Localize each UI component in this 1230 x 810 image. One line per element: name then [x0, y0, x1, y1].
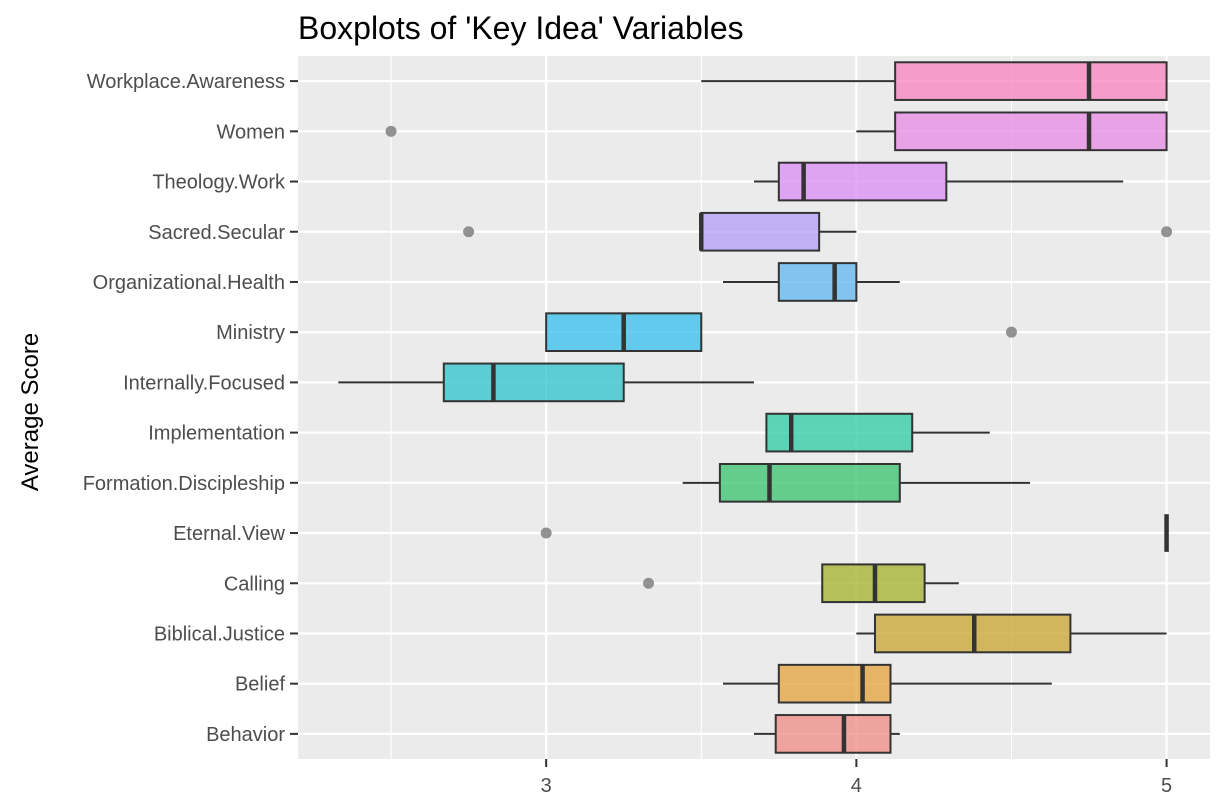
y-tick-label: Belief [235, 674, 285, 696]
box-iqr [894, 111, 1168, 152]
box-Behavior [754, 714, 900, 754]
outlier-point [385, 125, 397, 137]
x-tick-label: 3 [541, 775, 552, 797]
y-tick-label: Biblical.Justice [154, 623, 285, 645]
y-tick-label: Women [216, 121, 285, 143]
box-Sacred.Secular [463, 211, 1173, 252]
box-Organizational.Health [722, 262, 900, 302]
box-iqr [765, 412, 914, 453]
outlier-point [1005, 326, 1017, 338]
box-iqr [894, 61, 1168, 101]
outlier-point [643, 577, 655, 589]
outlier-point [1161, 226, 1173, 238]
box-Eternal.View [540, 514, 1169, 552]
box-iqr [777, 663, 892, 704]
y-tick-label: Calling [224, 573, 285, 595]
box-Internally.Focused [338, 362, 754, 403]
box-Biblical.Justice [856, 613, 1167, 654]
y-axis-label: Average Score [17, 333, 44, 491]
boxplot-series [338, 61, 1173, 754]
box-Women [385, 111, 1168, 152]
chart-title: Boxplots of 'Key Idea' Variables [298, 10, 744, 46]
x-tick-label: 4 [851, 775, 862, 797]
x-tick-label: 5 [1161, 775, 1172, 797]
y-tick-label: Sacred.Secular [148, 222, 285, 244]
y-tick-label: Workplace.Awareness [87, 71, 285, 93]
y-tick-label: Eternal.View [173, 523, 285, 545]
box-Ministry [545, 312, 1017, 353]
box-iqr [777, 161, 948, 202]
box-Implementation [765, 412, 990, 453]
y-tick-label: Ministry [216, 322, 285, 344]
box-Belief [722, 663, 1052, 704]
box-iqr [442, 362, 625, 403]
y-tick-label: Formation.Discipleship [83, 473, 285, 495]
plot-panel [298, 56, 1210, 759]
box-iqr [718, 462, 901, 503]
box-iqr [777, 262, 858, 302]
box-Calling [643, 563, 959, 604]
y-tick-label: Organizational.Health [93, 272, 285, 294]
outlier-point [463, 226, 475, 238]
box-Theology.Work [754, 161, 1124, 202]
outlier-point [540, 527, 552, 539]
box-iqr [774, 714, 892, 754]
x-axis: 3 4 5 [541, 759, 1172, 797]
y-axis: Workplace.Awareness Women Theology.Work Sac… [83, 71, 298, 746]
y-tick-label: Behavior [206, 724, 285, 746]
box-Workplace.Awareness [701, 61, 1168, 101]
box-iqr [700, 211, 821, 252]
y-tick-label: Theology.Work [152, 172, 286, 194]
box-Formation.Discipleship [682, 462, 1031, 503]
y-tick-label: Implementation [148, 423, 285, 445]
y-tick-label: Internally.Focused [123, 372, 285, 394]
